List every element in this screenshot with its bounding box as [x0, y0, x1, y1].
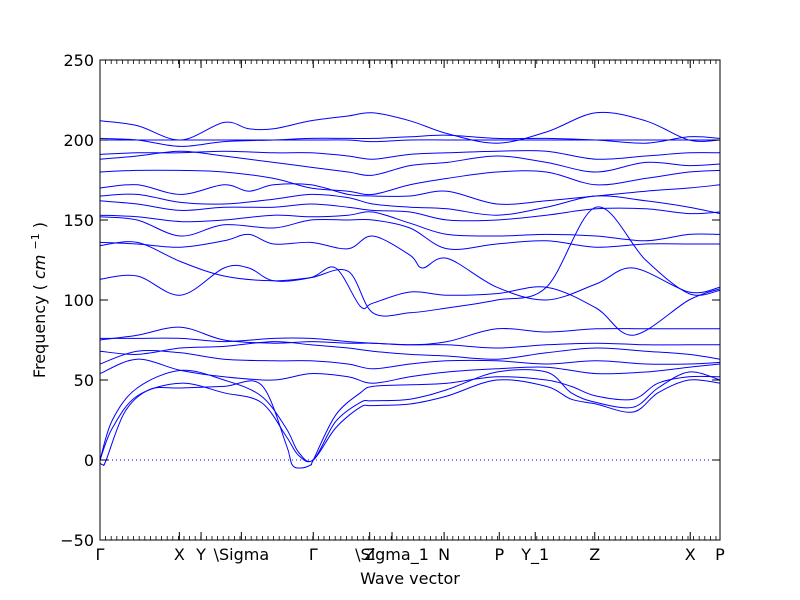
band-line-13 [99, 183, 721, 205]
band-line-20 [99, 369, 721, 463]
y-tick-label: 50 [74, 371, 94, 390]
y-tick-label: −50 [60, 531, 94, 550]
y-tick-label: 200 [63, 131, 94, 150]
y-axis-label-unit-exponent: −1 [29, 233, 42, 249]
band-line-7 [99, 206, 721, 317]
x-tick-label: Z [589, 545, 600, 564]
y-axis-label-unit: cm [30, 255, 49, 279]
plot-area-frame [99, 59, 721, 541]
band-line-22 [99, 375, 721, 469]
x-tick-label: X [174, 545, 185, 564]
y-tick-label: 250 [63, 51, 94, 70]
band-line-15 [99, 150, 721, 176]
band-line-1 [99, 358, 721, 384]
band-line-21 [99, 379, 721, 463]
x-tick-label: Γ [309, 545, 318, 564]
x-tick-label: Z [364, 545, 375, 564]
x-tick-label: P [715, 545, 725, 564]
x-tick-label: \Sigma [214, 545, 270, 564]
band-line-16 [99, 150, 721, 160]
band-line-18 [99, 134, 721, 147]
x-tick-label: \Sigma_1 [355, 545, 429, 565]
x-axis-ticks: Γ X Y \Sigma Γ Z\Sigma_1 N P Y_1 Z X P [96, 60, 725, 565]
band-line-5 [100, 337, 720, 349]
band-line-8 [99, 233, 721, 301]
band-line-2 [99, 349, 721, 370]
x-tick-label: X [685, 545, 696, 564]
y-tick-label: 100 [63, 291, 94, 310]
x-tick-label: Γ [96, 545, 105, 564]
band-line-6 [99, 264, 721, 336]
x-tick-label: N [438, 545, 450, 564]
y-tick-label: 150 [63, 211, 94, 230]
band-line-17 [100, 139, 720, 143]
y-axis-label-open-paren: ( [30, 284, 49, 290]
x-tick-label: Y [195, 545, 206, 564]
band-line-3 [99, 341, 721, 360]
band-line-12 [99, 193, 721, 216]
x-axis-label: Wave vector [360, 569, 460, 588]
y-axis-label-close-paren: ) [30, 222, 49, 228]
band-line-11 [99, 200, 721, 222]
band-line-10 [99, 211, 721, 242]
band-line-19 [99, 111, 721, 144]
band-lines [99, 111, 721, 469]
x-tick-label: P [494, 545, 504, 564]
band-line-9 [99, 216, 720, 250]
y-axis-label-text: Frequency [30, 295, 49, 378]
y-tick-label: 0 [84, 451, 94, 470]
y-axis-label: Frequency ( cm −1 ) [24, 222, 49, 378]
band-line-14 [99, 169, 721, 196]
x-tick-label: Y_1 [520, 545, 549, 565]
